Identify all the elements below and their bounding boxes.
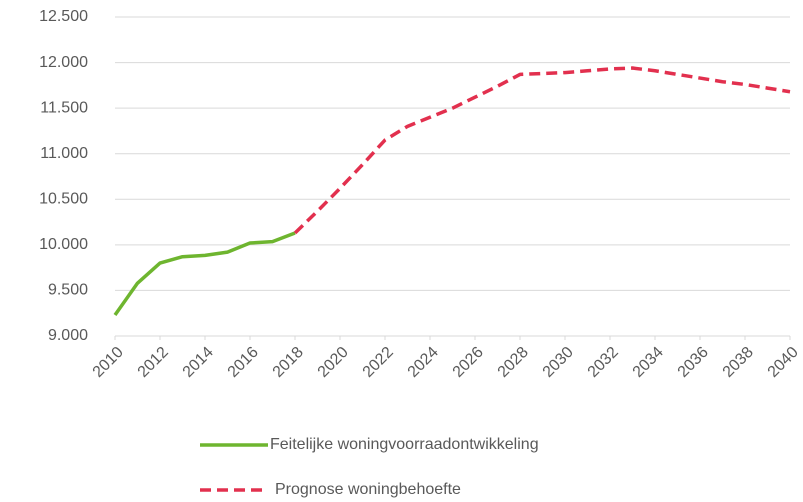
x-tick-label: 2010 xyxy=(90,344,127,381)
x-tick-label: 2022 xyxy=(360,344,397,381)
y-tick-label: 10.000 xyxy=(39,236,88,253)
line-series xyxy=(113,231,296,317)
x-tick-label: 2012 xyxy=(135,344,172,381)
x-tick-label: 2038 xyxy=(720,344,757,381)
y-tick-label: 11.500 xyxy=(40,99,88,116)
x-tick-label: 2016 xyxy=(225,344,262,381)
y-tick-label: 12.500 xyxy=(39,8,88,25)
x-tick-label: 2032 xyxy=(585,344,622,381)
x-tick-label: 2040 xyxy=(765,344,802,381)
x-tick-label: 2014 xyxy=(180,344,217,381)
x-tick-label: 2034 xyxy=(630,344,667,381)
x-tick-label: 2036 xyxy=(675,344,712,381)
x-tick-label: 2030 xyxy=(540,344,577,381)
x-tick-label: 2026 xyxy=(450,344,487,381)
line-series xyxy=(293,66,791,235)
legend-label: Prognose woningbehoefte xyxy=(275,481,461,498)
legend-label: Feitelijke woningvoorraadontwikkeling xyxy=(270,436,539,453)
y-tick-label: 10.500 xyxy=(39,191,88,208)
y-tick-label: 12.000 xyxy=(39,54,88,71)
y-tick-label: 9.000 xyxy=(48,327,88,344)
x-tick-label: 2018 xyxy=(270,344,307,381)
y-tick-label: 9.500 xyxy=(48,282,88,299)
x-tick-label: 2020 xyxy=(315,344,352,381)
x-tick-label: 2024 xyxy=(405,344,442,381)
y-tick-label: 11.000 xyxy=(40,145,88,162)
x-tick-label: 2028 xyxy=(495,344,532,381)
